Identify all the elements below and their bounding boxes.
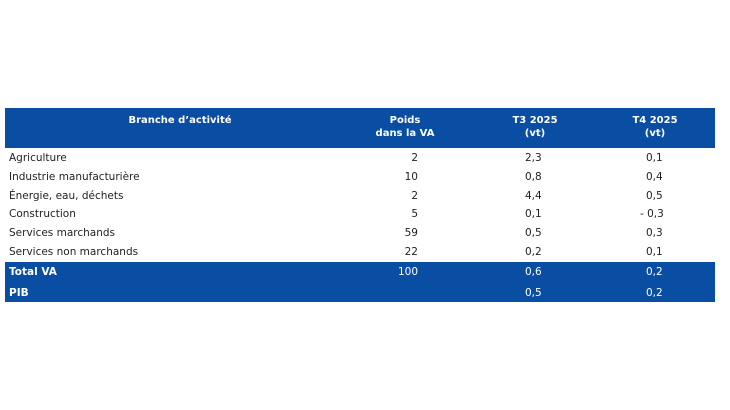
t3-cell: 2,3 xyxy=(525,152,542,164)
t3-cell: 0,6 xyxy=(525,266,542,278)
row-label: Construction xyxy=(9,208,76,221)
t3-cell: 0,8 xyxy=(525,170,542,183)
weight-cell: 59 xyxy=(404,227,418,240)
t4-cell: - 0,3 xyxy=(640,208,664,221)
header-t4: T4 2025 xyxy=(632,115,678,126)
t4-cell: 0,4 xyxy=(646,170,663,183)
weight-cell: 2 xyxy=(411,189,418,202)
t4-cell: 0,2 xyxy=(646,286,663,299)
header-t4: (vt) xyxy=(644,128,666,139)
weight-cell: 100 xyxy=(397,266,418,278)
weight-cell: 22 xyxy=(404,246,418,258)
t4-cell: 0,3 xyxy=(646,227,663,240)
weight-cell: 5 xyxy=(411,208,418,221)
t3-cell: 0,5 xyxy=(525,286,542,299)
t4-cell: 0,2 xyxy=(646,266,663,278)
header-t3: (vt) xyxy=(524,128,546,139)
header-weight: Poids xyxy=(389,115,421,126)
t3-cell: 0,2 xyxy=(525,246,542,258)
weight-cell: 2 xyxy=(411,152,418,164)
weight-cell: 10 xyxy=(404,170,418,183)
header-branch: Branche d’activité xyxy=(128,115,232,126)
row-label: Services marchands xyxy=(9,227,116,240)
totals-band xyxy=(5,262,715,302)
t3-cell: 4,4 xyxy=(525,189,542,202)
t4-cell: 0,5 xyxy=(646,189,663,202)
row-label: Industrie manufacturière xyxy=(9,170,140,183)
row-label: Total VA xyxy=(9,266,57,278)
header-weight: dans la VA xyxy=(375,128,435,139)
row-label: Services non marchands xyxy=(9,246,139,258)
row-label: PIB xyxy=(9,286,29,299)
t3-cell: 0,1 xyxy=(525,208,542,221)
table: Branche d’activité Poids dans la VA T3 2025… xyxy=(5,108,715,302)
header-t3: T3 2025 xyxy=(512,115,558,126)
t4-cell: 0,1 xyxy=(646,246,663,258)
row-label: Agriculture xyxy=(9,152,67,164)
row-label: Énergie, eau, déchets xyxy=(9,189,124,202)
header-band xyxy=(5,108,715,148)
t3-cell: 0,5 xyxy=(525,227,542,240)
t4-cell: 0,1 xyxy=(646,152,663,164)
